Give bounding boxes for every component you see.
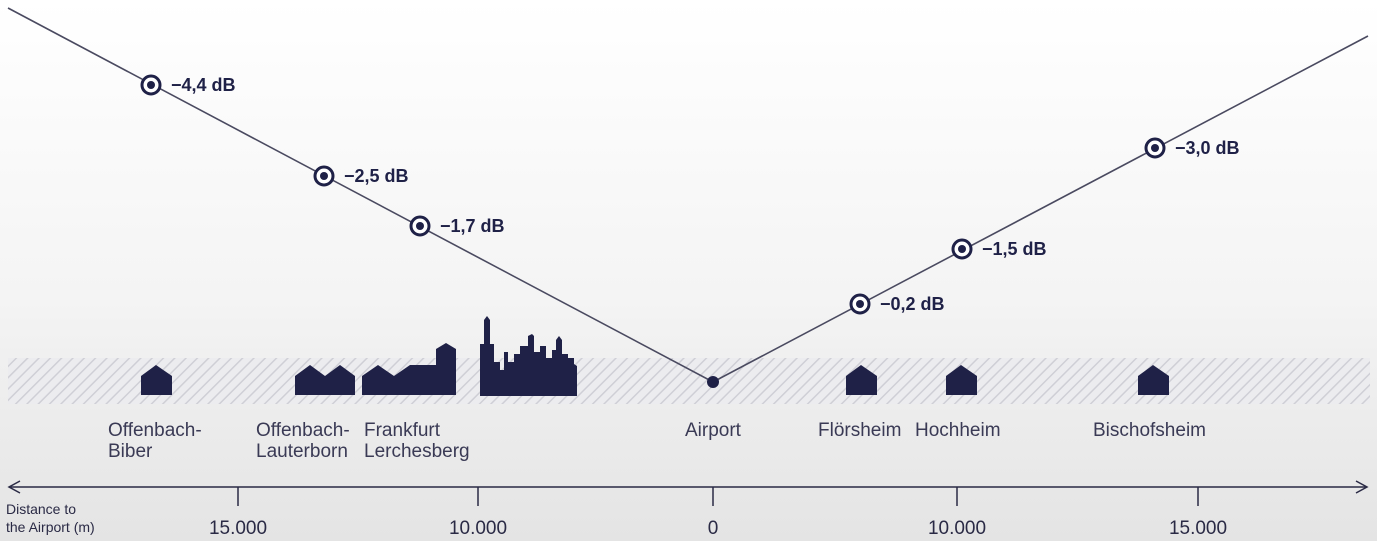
town-label-bischofsheim: Bischofsheim <box>1093 420 1206 441</box>
measurement-dot <box>1151 144 1159 152</box>
town-label-offenbach-biber: Offenbach- Biber <box>108 420 202 462</box>
house-icon-hochheim <box>946 365 977 395</box>
measurement-dot <box>147 81 155 89</box>
flight-path-line <box>7 7 1369 383</box>
measurement-dot <box>856 300 864 308</box>
measurement-point: −0,2 dB <box>849 293 945 315</box>
axis-tick-label: 10.000 <box>448 518 508 539</box>
axis-tick-label: 0 <box>707 518 719 539</box>
axis-tick-label: 15.000 <box>208 518 268 539</box>
db-label: −2,5 dB <box>344 166 409 186</box>
db-label: −1,5 dB <box>982 239 1047 259</box>
measurement-point: −2,5 dB <box>313 165 409 187</box>
house-icon-bischofsheim <box>1138 365 1169 395</box>
measurement-dot <box>320 172 328 180</box>
db-label: −0,2 dB <box>880 294 945 314</box>
measurement-point: −1,5 dB <box>951 238 1047 260</box>
measurement-dot <box>958 245 966 253</box>
measurement-point: −4,4 dB <box>140 74 236 96</box>
db-label: −3,0 dB <box>1175 138 1240 158</box>
axis-tick-label: 10.000 <box>927 518 987 539</box>
skyline-icon-frankfurt <box>480 316 577 396</box>
house-icon-floersheim <box>846 365 877 395</box>
town-label-floersheim: Flörsheim <box>818 420 902 441</box>
town-label-airport: Airport <box>685 420 741 441</box>
axis-tick-label: 15.000 <box>1168 518 1228 539</box>
axis-title: Distance to the Airport (m) <box>6 501 95 535</box>
town-label-hochheim: Hochheim <box>915 420 1001 441</box>
airport-dot <box>707 376 719 388</box>
measurement-point: −1,7 dB <box>409 215 505 237</box>
house-icon-offenbach-biber <box>141 365 172 395</box>
measurement-point: −3,0 dB <box>1144 137 1240 159</box>
db-label: −4,4 dB <box>171 75 236 95</box>
measurement-dot <box>416 222 424 230</box>
axis-arrow-left <box>7 480 21 494</box>
town-label-frankfurt-lerchesberg: Frankfurt Lerchesberg <box>364 420 470 462</box>
buildings-icon-frankfurt-lerchesberg <box>362 343 456 395</box>
axis-arrow-right <box>1355 480 1369 494</box>
houses-icon-offenbach-lauterborn <box>295 365 355 395</box>
db-label: −1,7 dB <box>440 216 505 236</box>
town-label-offenbach-lauterborn: Offenbach- Lauterborn <box>256 420 350 462</box>
